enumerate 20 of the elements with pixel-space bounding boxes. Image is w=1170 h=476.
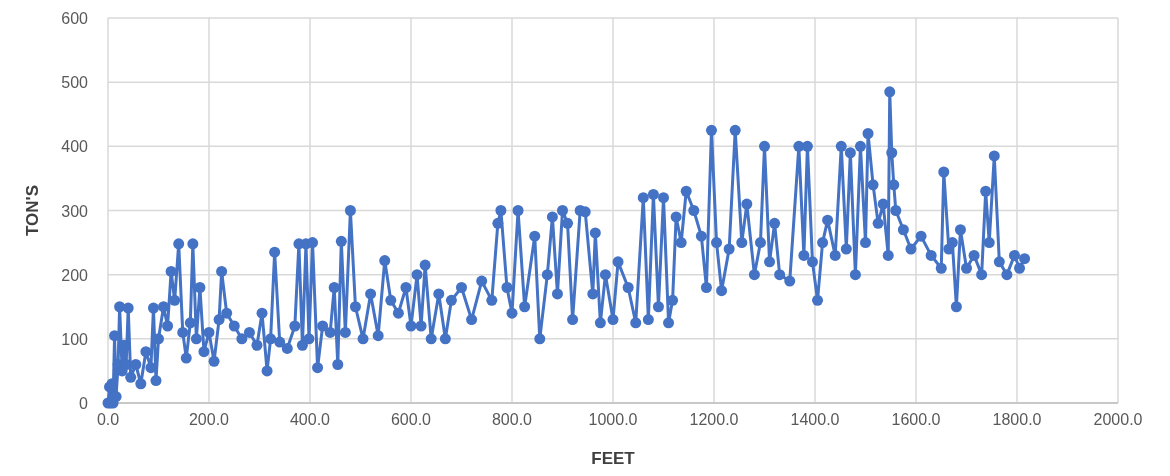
x-tick-label: 200.0	[188, 411, 230, 428]
y-tick-label: 600	[61, 10, 89, 27]
y-tick-label: 400	[61, 138, 89, 156]
x-axis-title: FEET	[591, 449, 636, 468]
y-tick-label: 0	[79, 395, 89, 412]
y-tick-label: 500	[61, 74, 89, 92]
y-axis-title: TON'S	[23, 185, 42, 236]
x-tick-label: 400.0	[289, 411, 331, 428]
x-tick-label: 2000.0	[1093, 411, 1143, 428]
x-tick-label: 1800.0	[992, 411, 1042, 428]
x-tick-label: 1000.0	[588, 411, 638, 428]
y-tick-label: 300	[61, 202, 89, 220]
x-tick-label: 800.0	[491, 411, 533, 428]
y-tick-label: 200	[61, 266, 89, 284]
x-tick-label: 1400.0	[790, 411, 840, 428]
x-tick-label: 1200.0	[689, 411, 739, 428]
x-tick-label: 1600.0	[891, 411, 941, 428]
x-tick-label: 0.0	[96, 411, 120, 428]
x-tick-label: 600.0	[390, 411, 432, 428]
y-tick-label: 100	[61, 330, 89, 348]
